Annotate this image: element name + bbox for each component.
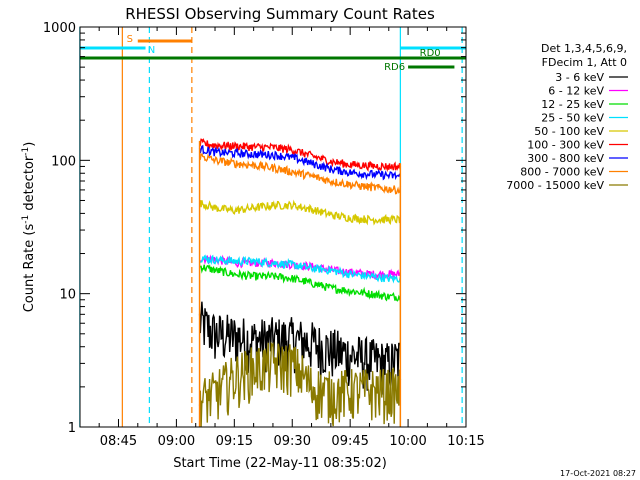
series-line xyxy=(198,144,401,181)
y-axis-label-part: detector xyxy=(22,155,37,215)
legend-label: 300 - 800 keV xyxy=(527,152,604,165)
y-tick-label: 1000 xyxy=(43,21,76,36)
flag-label: S xyxy=(127,34,133,45)
legend-label: 50 - 100 keV xyxy=(534,125,604,138)
series-line xyxy=(199,254,402,284)
series-line xyxy=(198,341,402,428)
y-tick-label: 1 xyxy=(68,421,76,436)
legend-label: 12 - 25 keV xyxy=(541,98,604,111)
flag-label: RD0 xyxy=(420,48,441,59)
x-tick-label: 10:00 xyxy=(389,434,426,449)
series-line xyxy=(199,138,402,173)
series-line xyxy=(198,301,402,395)
timestamp-label: 17-Oct-2021 08:27 xyxy=(560,469,636,478)
flag-label: N xyxy=(148,45,155,56)
plot-area: S N RD0 RD6 1 10 100 1000 08:45 09:00 09:15 09:30 09… xyxy=(43,21,485,449)
flag-label: RD6 xyxy=(384,62,405,73)
series-line xyxy=(198,264,402,302)
legend-label: 3 - 6 keV xyxy=(555,71,604,84)
legend-label: 100 - 300 keV xyxy=(527,139,604,152)
y-axis-label-part: Count Rate (s xyxy=(22,224,37,313)
y-tick-label: 100 xyxy=(51,154,76,169)
legend-header-line: Det 1,3,4,5,6,9, xyxy=(541,42,627,55)
legend-label: 7000 - 15000 keV xyxy=(506,179,604,192)
series-line xyxy=(198,199,402,226)
y-axis-label-superscript: -1 xyxy=(21,147,31,156)
y-axis-label-superscript: -1 xyxy=(21,215,31,224)
legend-label: 800 - 7000 keV xyxy=(520,166,604,179)
y-axis-label-part: ) xyxy=(22,142,37,147)
y-tick-label: 10 xyxy=(59,288,76,303)
legend-label: 6 - 12 keV xyxy=(548,85,604,98)
x-tick-label: 09:00 xyxy=(158,434,195,449)
x-tick-label: 10:15 xyxy=(447,434,484,449)
legend: Det 1,3,4,5,6,9, FDecim 1, Att 0 3 - 6 k… xyxy=(506,42,628,192)
legend-header-line: FDecim 1, Att 0 xyxy=(542,56,627,69)
y-axis-label: Count Rate (s-1 detector-1) xyxy=(21,142,37,313)
x-tick-label: 09:15 xyxy=(216,434,253,449)
x-axis-label: Start Time (22-May-11 08:35:02) xyxy=(173,456,387,471)
x-tick-label: 09:30 xyxy=(274,434,311,449)
x-tick-label: 09:45 xyxy=(331,434,368,449)
x-tick-label: 08:45 xyxy=(100,434,137,449)
series-line xyxy=(199,153,402,195)
chart-title: RHESSI Observing Summary Count Rates xyxy=(125,5,435,23)
legend-label: 25 - 50 keV xyxy=(541,112,604,125)
